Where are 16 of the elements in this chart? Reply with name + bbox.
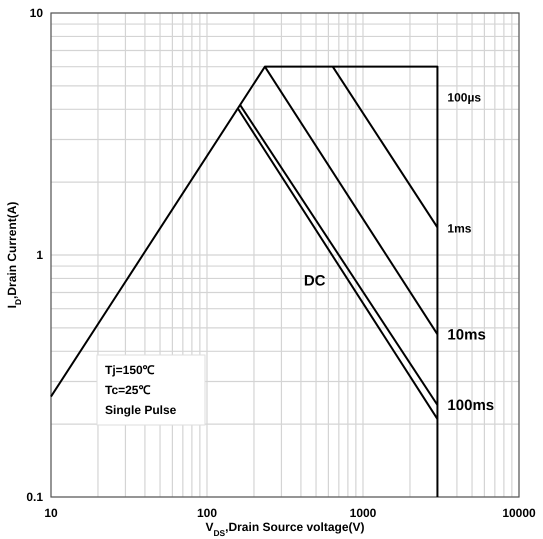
series-label: 1ms (447, 221, 472, 236)
y-tick-label: 0.1 (26, 490, 44, 504)
x-tick-label: 10000 (502, 506, 536, 520)
x-axis-title: V$_{DS}$,Drain Source voltage(V) (205, 520, 365, 538)
annotation: Tc=25℃ (105, 383, 150, 397)
series-label: 100ms (447, 396, 494, 414)
series-label: 100µs (447, 90, 482, 105)
y-tick-label: 10 (30, 6, 44, 20)
series-label: 10ms (447, 326, 486, 344)
annotation: Single Pulse (105, 403, 177, 417)
series-label: DC (304, 272, 326, 290)
x-tick-label: 100 (196, 506, 218, 520)
y-tick-label: 1 (36, 248, 44, 262)
x-tick-label: 1000 (350, 506, 377, 520)
x-tick-label: 10 (44, 506, 58, 520)
annotation: Tj=150℃ (105, 363, 155, 377)
